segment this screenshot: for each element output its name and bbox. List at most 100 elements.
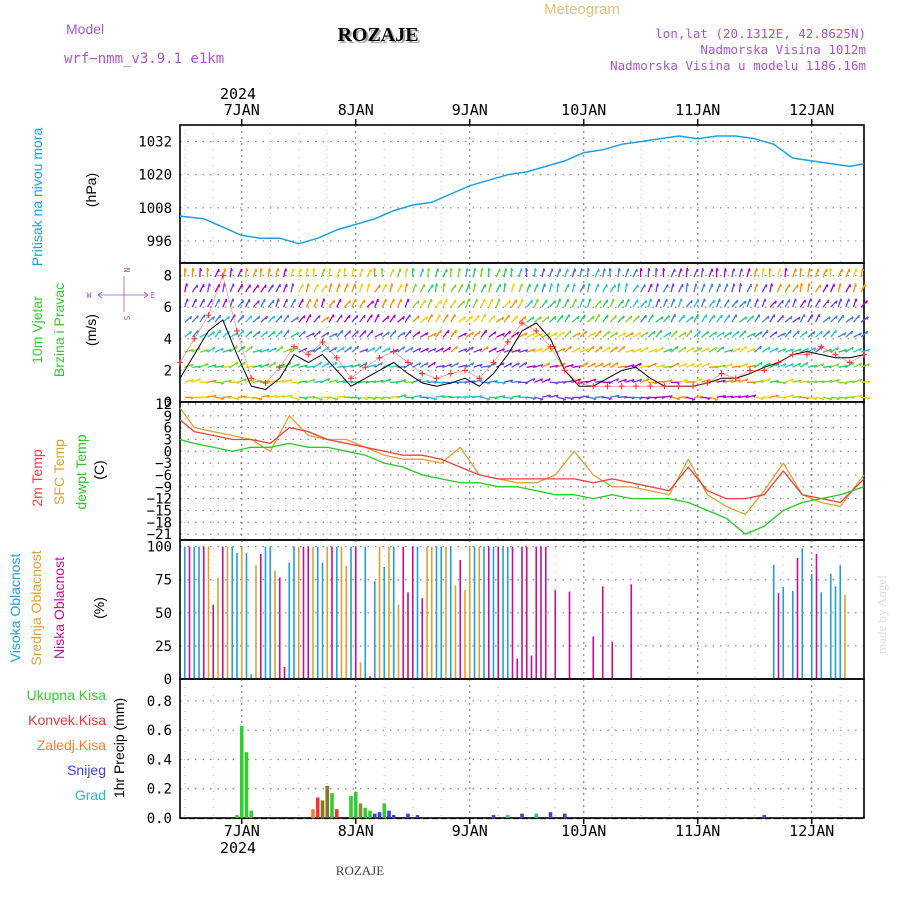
- wind-barb: [685, 299, 693, 308]
- precip-legend-snow: Snijeg: [67, 762, 106, 778]
- wind-barb: [457, 300, 466, 308]
- wind-barb: [252, 268, 258, 278]
- wind-barb: [845, 283, 851, 293]
- wind-barb: [647, 298, 653, 308]
- wind-barb: [405, 396, 415, 400]
- wind-barb: [298, 298, 304, 308]
- wind-barb: [792, 348, 802, 353]
- wind-barb: [845, 330, 854, 338]
- wind-barb: [822, 268, 828, 278]
- temp-unit-label: (C): [91, 460, 107, 479]
- pressure-series-label: Pritisak na nivou mora: [29, 128, 45, 267]
- wind-barb: [693, 347, 703, 353]
- wind-barb: [260, 363, 270, 368]
- wind-barb: [845, 316, 854, 323]
- wind-barb: [207, 298, 213, 308]
- wind-barb: [548, 283, 553, 293]
- wind-barb: [564, 345, 572, 353]
- wind-barb: [625, 315, 633, 323]
- wind-barb: [298, 396, 308, 400]
- wind-barb: [237, 268, 243, 278]
- wind-barb: [328, 332, 338, 338]
- wind-barb: [647, 330, 656, 338]
- wind-barb: [754, 298, 759, 308]
- wind-barb: [777, 396, 787, 400]
- wind-barb: [457, 283, 464, 293]
- wind-barb: [838, 396, 848, 400]
- wind-barb: [640, 346, 649, 353]
- wind-barb: [427, 313, 433, 323]
- wind-barb: [837, 331, 847, 338]
- wind-barb: [245, 379, 255, 383]
- wind-barb: [624, 298, 630, 308]
- wind-barb: [754, 268, 758, 278]
- wind-barb: [534, 396, 544, 401]
- wind-barb: [838, 381, 848, 385]
- wind-barb: [830, 283, 836, 293]
- wind-barb: [275, 283, 281, 293]
- y-tick-label: 8: [164, 269, 172, 285]
- wind-barb: [442, 283, 446, 293]
- wind-barb: [761, 362, 771, 368]
- low-cloud-label: Niska Oblacnost: [51, 557, 67, 659]
- wind-barb: [655, 364, 666, 368]
- wind-barb: [738, 268, 744, 278]
- y-tick-label: 0.2: [147, 782, 172, 798]
- wind-barb: [229, 314, 236, 323]
- wind-barb: [511, 394, 521, 399]
- wind-barb: [465, 346, 474, 353]
- wind-barb: [625, 332, 634, 338]
- wind-barb: [199, 267, 203, 278]
- wind-barb: [647, 283, 653, 293]
- wind-barb: [655, 316, 664, 323]
- wind-barb: [587, 345, 595, 353]
- precip-bar: [391, 815, 396, 818]
- wind-barb: [191, 346, 201, 353]
- wind-barb: [495, 268, 501, 278]
- wind-barb: [860, 316, 869, 323]
- wind-barb: [822, 330, 831, 338]
- wind-barb: [602, 346, 611, 353]
- wind-barb: [632, 299, 639, 308]
- wind-barb: [534, 378, 544, 383]
- wind-barb: [313, 345, 322, 353]
- wind-barb: [230, 396, 240, 401]
- wind-barb: [419, 299, 427, 308]
- wind-barb: [830, 378, 840, 383]
- wind-barb: [450, 396, 461, 399]
- wind-barb: [837, 268, 843, 278]
- wind-barb: [769, 379, 780, 384]
- wind-barb: [473, 330, 481, 338]
- wind-barb: [184, 348, 194, 353]
- wind-barb: [389, 314, 396, 323]
- y-tick-label: 1032: [138, 135, 172, 151]
- wind-barb: [632, 331, 642, 338]
- wind-barb: [572, 347, 581, 353]
- wind-barb: [746, 394, 757, 398]
- wind-barb: [632, 315, 640, 323]
- wind-barb: [670, 298, 676, 308]
- wind-barb: [860, 348, 871, 353]
- wind-barb: [548, 268, 554, 278]
- wind-barb: [245, 315, 253, 323]
- wind-barb: [822, 379, 833, 383]
- wind-barb: [313, 314, 321, 323]
- wind-barb: [838, 348, 848, 353]
- wind-barb: [481, 381, 491, 385]
- wind-barb: [328, 283, 333, 293]
- precip-bar: [334, 809, 339, 818]
- wind-barb: [678, 298, 683, 308]
- wind-barb: [526, 283, 531, 293]
- wind-barb: [320, 268, 326, 278]
- wind-barb: [380, 267, 384, 278]
- wind-barb: [670, 396, 681, 401]
- wind-barb: [412, 283, 417, 293]
- wind-barb: [853, 332, 863, 338]
- wind-barb: [549, 394, 559, 398]
- wind-barb: [518, 298, 524, 308]
- wind-barb: [685, 329, 693, 338]
- wind-barb: [290, 396, 301, 401]
- wind-barb: [754, 361, 763, 368]
- wind-barb: [510, 267, 514, 278]
- wind-barb: [496, 316, 505, 323]
